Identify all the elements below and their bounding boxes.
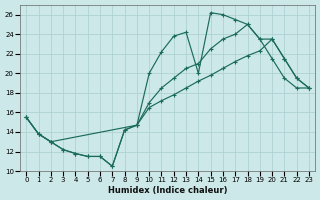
X-axis label: Humidex (Indice chaleur): Humidex (Indice chaleur) [108,186,228,195]
